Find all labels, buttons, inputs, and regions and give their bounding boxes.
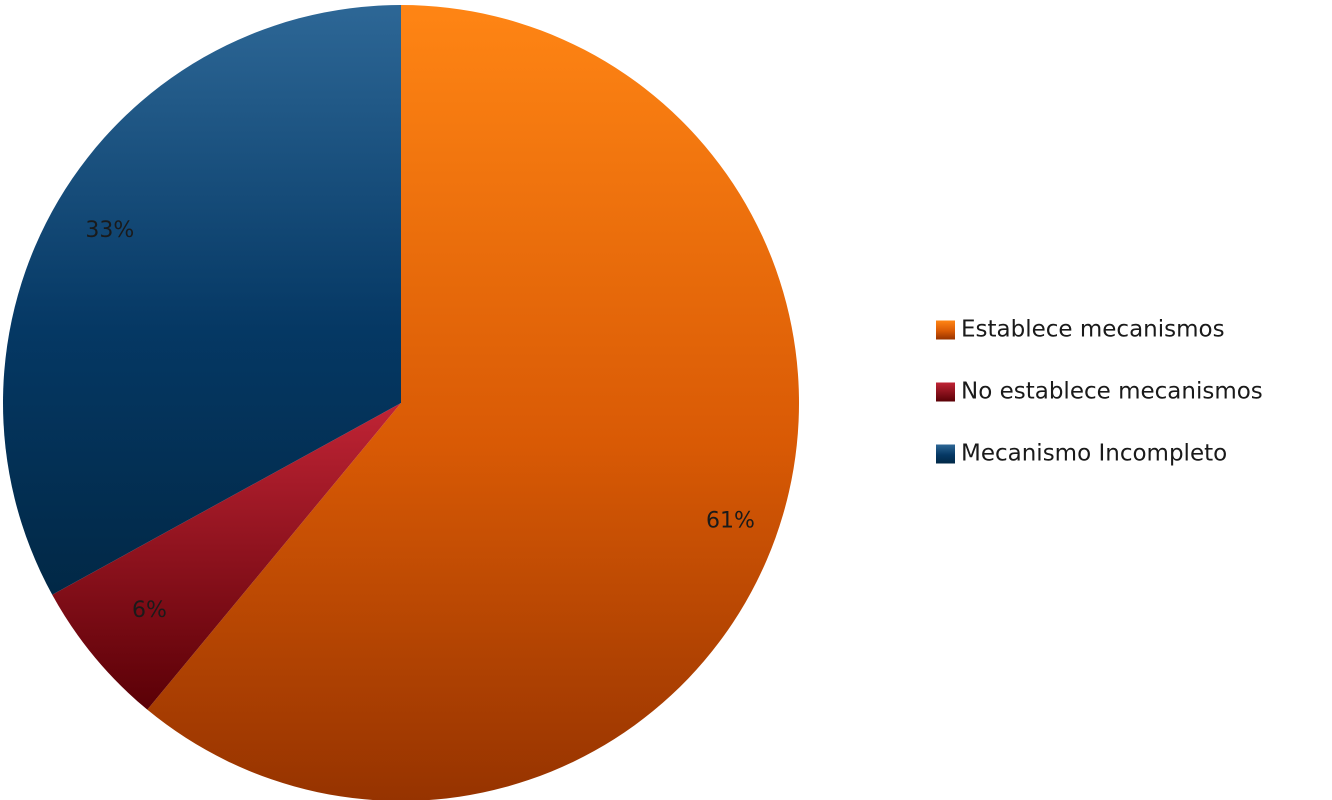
legend-swatch-2 bbox=[936, 382, 955, 402]
pie-value-label-3: 33% bbox=[85, 218, 134, 243]
legend-label-2: No establece mecanismos bbox=[961, 379, 1263, 405]
pie-slice-3 bbox=[2, 5, 402, 595]
legend-swatch-1 bbox=[936, 320, 955, 340]
pie-value-label-2: 6% bbox=[132, 598, 167, 623]
legend-label-1: Establece mecanismos bbox=[961, 317, 1225, 343]
legend-swatch-3 bbox=[936, 444, 955, 464]
pie-slice-2 bbox=[52, 403, 401, 710]
pie-slice-1 bbox=[147, 5, 799, 800]
pie-slices bbox=[2, 5, 799, 800]
chart-legend: Establece mecanismos No establece mecanis… bbox=[936, 317, 1263, 467]
pie-value-label-1: 61% bbox=[706, 509, 755, 534]
legend-label-3: Mecanismo Incompleto bbox=[961, 441, 1227, 467]
pie-value-labels: 61% 6% 33% bbox=[85, 218, 755, 623]
